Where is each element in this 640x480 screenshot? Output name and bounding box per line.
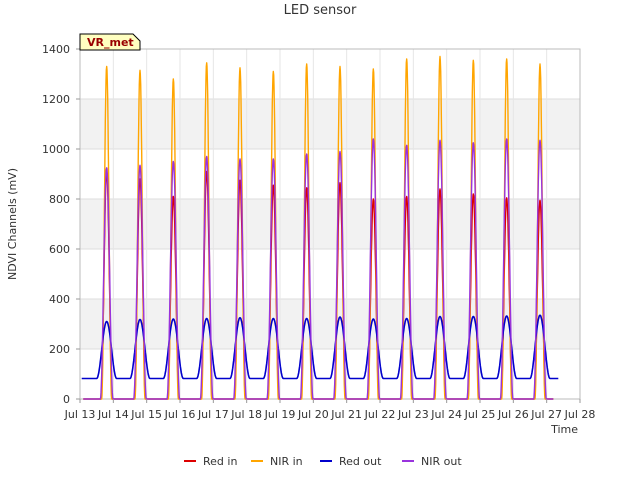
legend-label: NIR in <box>270 455 303 468</box>
y-tick-label: 1000 <box>42 143 70 156</box>
x-tick-label: Jul 20 <box>297 408 329 421</box>
y-tick-label: 800 <box>49 193 70 206</box>
legend-label: Red in <box>203 455 237 468</box>
x-tick-label: Jul 25 <box>464 408 496 421</box>
series-lines <box>81 55 559 400</box>
y-tick-label: 0 <box>63 393 70 406</box>
y-tick-label: 400 <box>49 293 70 306</box>
x-tick-label: Jul 19 <box>264 408 296 421</box>
x-tick-label: Jul 14 <box>97 408 129 421</box>
annotation-tag-shape <box>79 33 141 51</box>
background-band <box>80 99 580 149</box>
x-tick-label: Jul 13 <box>64 408 96 421</box>
y-axis-label: NDVI Channels (mV) <box>6 168 19 280</box>
x-tick-label: Jul 28 <box>564 408 596 421</box>
legend-label: NIR out <box>421 455 462 468</box>
x-tick-label: Jul 21 <box>330 408 362 421</box>
series-line-red-out <box>81 314 559 380</box>
legend: Red in NIR in Red out NIR out <box>184 455 462 468</box>
chart-title: LED sensor <box>284 3 357 18</box>
annotation-label: VR_met <box>87 36 134 49</box>
legend-label: Red out <box>339 455 382 468</box>
y-axis-ticks: 0 200 400 600 800 1000 1200 1400 <box>42 43 80 406</box>
x-axis-ticks: Jul 13 Jul 14 Jul 15 Jul 16 Jul 17 Jul 18 Jul … <box>64 399 596 421</box>
y-tick-label: 1400 <box>42 43 70 56</box>
series-line-nir-out <box>82 138 554 400</box>
background-bands <box>80 99 580 349</box>
x-tick-label: Jul 15 <box>130 408 162 421</box>
y-tick-label: 600 <box>49 243 70 256</box>
x-tick-label: Jul 17 <box>197 408 229 421</box>
annotation-box: VR_met <box>79 33 141 51</box>
x-tick-label: Jul 27 <box>530 408 562 421</box>
background-band <box>80 299 580 349</box>
x-tick-label: Jul 26 <box>497 408 529 421</box>
x-tick-label: Jul 24 <box>430 408 462 421</box>
background-band <box>80 199 580 249</box>
y-tick-label: 1200 <box>42 93 70 106</box>
x-tick-label: Jul 16 <box>164 408 196 421</box>
x-tick-label: Jul 22 <box>364 408 396 421</box>
x-axis-label: Time <box>550 423 578 436</box>
y-tick-label: 200 <box>49 343 70 356</box>
x-tick-label: Jul 18 <box>230 408 262 421</box>
x-tick-label: Jul 23 <box>397 408 429 421</box>
